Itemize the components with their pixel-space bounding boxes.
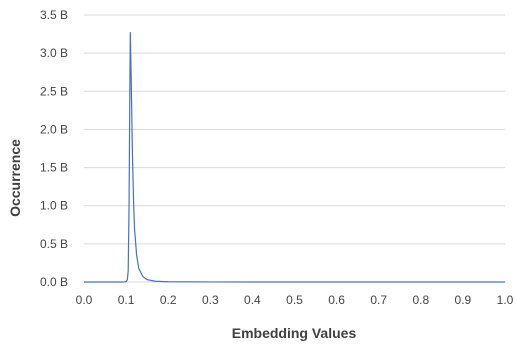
y-tick-label: 0.0 B <box>40 275 68 289</box>
series-line <box>84 31 505 283</box>
gridlines <box>84 14 505 245</box>
x-tick-label: 0.5 <box>286 293 303 307</box>
x-tick-label: 1.0 <box>497 293 514 307</box>
x-tick-label: 0.2 <box>160 293 177 307</box>
x-tick-label: 0.6 <box>328 293 345 307</box>
x-tick-label: 0.1 <box>118 293 135 307</box>
y-tick-label: 3.0 B <box>40 46 68 60</box>
y-tick-label: 3.5 B <box>40 8 68 22</box>
y-tick-label: 2.0 B <box>40 122 68 136</box>
x-axis-ticks: 0.0 0.1 0.2 0.3 0.4 0.5 0.6 0.7 0.8 0.9 1.0 <box>76 293 514 307</box>
x-axis-title: Embedding Values <box>232 325 357 341</box>
y-axis-ticks: 0.0 B 0.5 B 1.0 B 1.5 B 2.0 B 2.5 B 3.0 B 3.5 B <box>40 8 68 289</box>
x-tick-label: 0.9 <box>455 293 472 307</box>
x-tick-label: 0.7 <box>370 293 387 307</box>
y-tick-label: 1.5 B <box>40 161 68 175</box>
y-tick-label: 0.5 B <box>40 237 68 251</box>
x-tick-label: 0.8 <box>412 293 429 307</box>
x-tick-label: 0.0 <box>76 293 93 307</box>
y-tick-label: 2.5 B <box>40 84 68 98</box>
y-axis-title: Occurrence <box>7 139 23 217</box>
x-tick-label: 0.4 <box>244 293 261 307</box>
x-tick-label: 0.3 <box>202 293 219 307</box>
y-tick-label: 1.0 B <box>40 199 68 213</box>
